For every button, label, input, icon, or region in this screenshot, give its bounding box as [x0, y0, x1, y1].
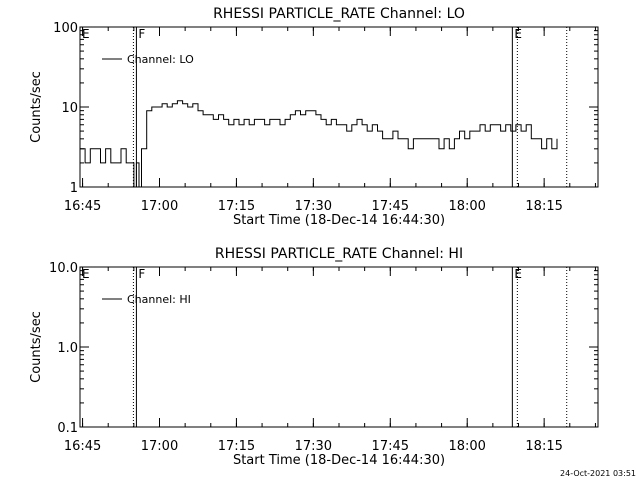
chart1-x-tick-label: 16:45	[64, 199, 101, 214]
chart1-y-tick-label: 1	[70, 181, 78, 196]
chart2-title: RHESSI PARTICLE_RATE Channel: HI	[215, 246, 463, 262]
chart1-legend-label: Channel: LO	[127, 53, 194, 66]
chart1-x-tick-label: 17:30	[295, 199, 332, 214]
chart2-x-tick-label: 17:00	[141, 439, 178, 454]
chart1-title: RHESSI PARTICLE_RATE Channel: LO	[213, 6, 465, 22]
chart2-y-tick-label: 0.1	[57, 421, 78, 436]
chart2-x-tick-label: 17:45	[372, 439, 409, 454]
chart2-plot-frame	[79, 266, 599, 428]
chart1-y-tick-label: 100	[53, 21, 78, 36]
chart1-series-line	[80, 100, 558, 188]
chart1-x-axis-label: Start Time (18-Dec-14 16:44:30)	[233, 213, 445, 228]
chart1-x-tick-label: 17:00	[141, 199, 178, 214]
chart2-x-tick-label: 18:00	[448, 439, 485, 454]
chart1-marker-label: E	[82, 27, 90, 41]
chart2-x-tick-label: 16:45	[64, 439, 101, 454]
chart2-marker-label: E	[514, 267, 522, 281]
chart2-x-tick-label: 17:15	[218, 439, 255, 454]
chart1-x-tick-label: 18:00	[448, 199, 485, 214]
chart2-x-tick-label: 17:30	[295, 439, 332, 454]
chart2-y-tick-label: 1.0	[57, 341, 78, 356]
chart1-y-tick-label: 10	[61, 101, 78, 116]
chart2-x-axis-label: Start Time (18-Dec-14 16:44:30)	[233, 453, 445, 468]
chart2-y-tick-label: 10.0	[49, 261, 78, 276]
chart1-y-axis-label: Counts/sec	[29, 71, 44, 143]
chart2-marker-label: F	[138, 267, 145, 281]
chart2-x-tick-label: 18:15	[525, 439, 562, 454]
chart2-marker-label: E	[82, 267, 90, 281]
chart1-x-tick-label: 18:15	[525, 199, 562, 214]
chart1-marker-label: F	[138, 27, 145, 41]
chart1-marker-label: E	[514, 27, 522, 41]
chart2-y-axis-label: Counts/sec	[29, 311, 44, 383]
chart2-legend-label: Channel: HI	[127, 293, 191, 306]
chart1-x-tick-label: 17:15	[218, 199, 255, 214]
chart1-x-tick-label: 17:45	[372, 199, 409, 214]
footer-timestamp: 24-Oct-2021 03:51	[560, 469, 636, 478]
